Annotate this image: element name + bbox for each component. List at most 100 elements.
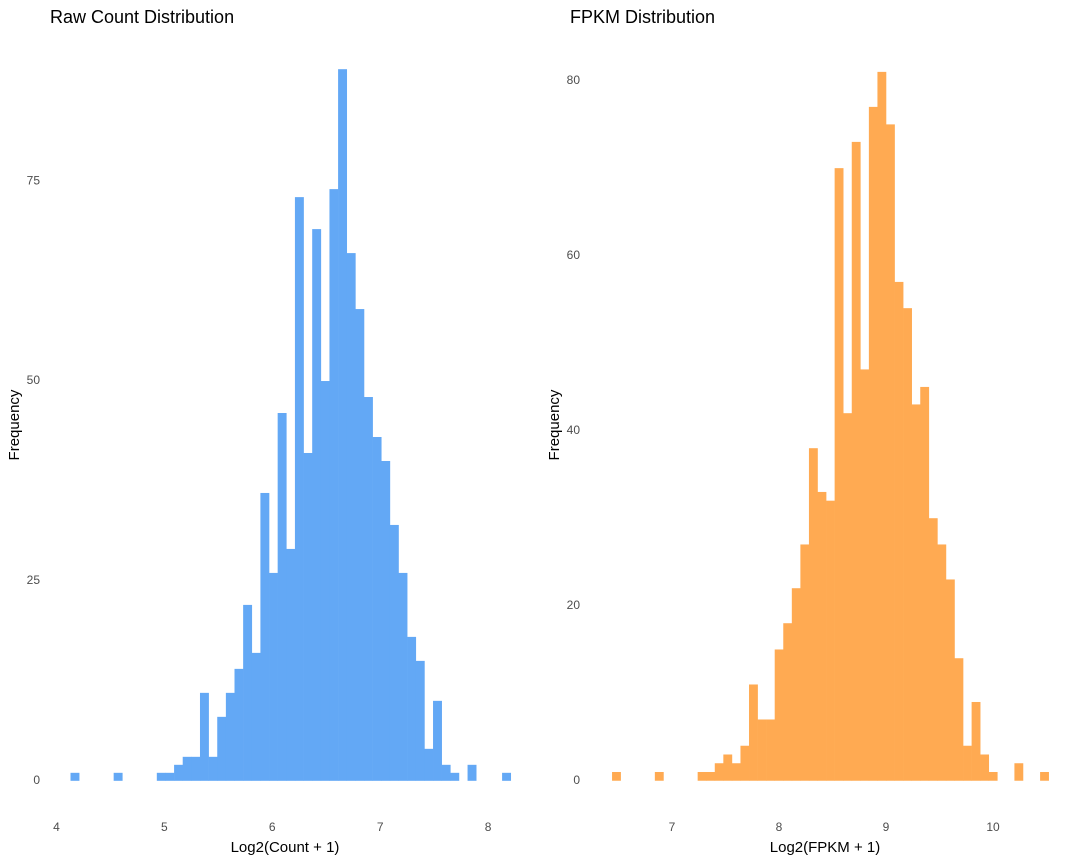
bar: [234, 668, 244, 781]
x-tick-label: 4: [53, 820, 60, 834]
y-axis-label: Frequency: [6, 389, 23, 460]
bar: [714, 763, 724, 781]
bar: [433, 700, 442, 781]
y-tick-label: 25: [27, 573, 41, 587]
bar: [208, 756, 218, 781]
bar: [329, 189, 339, 781]
bar: [1014, 763, 1024, 781]
bar: [502, 772, 512, 781]
bar: [156, 772, 166, 781]
bar: [851, 141, 861, 781]
bar: [320, 381, 330, 781]
bar: [355, 309, 365, 781]
bar: [749, 684, 758, 781]
bar: [467, 764, 477, 781]
bar: [791, 588, 801, 781]
x-tick-label: 8: [776, 820, 783, 834]
x-tick-label: 5: [161, 820, 168, 834]
bar: [697, 771, 707, 781]
bar: [251, 652, 261, 781]
bar: [612, 771, 621, 781]
bar: [826, 500, 835, 781]
bar: [808, 448, 818, 781]
bar: [945, 579, 955, 781]
bar: [381, 460, 391, 781]
bar: [424, 748, 434, 781]
chart-title: FPKM Distribution: [570, 7, 715, 27]
bar: [757, 719, 767, 781]
bar: [303, 452, 313, 781]
bar: [199, 692, 209, 781]
bar: [441, 764, 451, 781]
bar: [1040, 771, 1049, 781]
bar: [277, 413, 287, 781]
bar: [834, 168, 844, 781]
bar: [260, 492, 270, 781]
x-tick-label: 7: [669, 820, 676, 834]
bar: [243, 604, 253, 781]
bar: [113, 772, 123, 781]
bar: [415, 660, 425, 781]
x-tick-label: 8: [485, 820, 492, 834]
bar: [920, 386, 930, 781]
y-tick-label: 75: [27, 173, 41, 187]
bar: [372, 436, 382, 781]
bar: [312, 229, 322, 781]
y-tick-label: 50: [27, 373, 41, 387]
bar: [774, 649, 784, 781]
bar: [389, 524, 399, 781]
bar: [963, 745, 972, 781]
y-axis-label: Frequency: [546, 389, 563, 460]
bar: [346, 253, 356, 781]
x-tick-label: 9: [883, 820, 890, 834]
y-tick-label: 40: [567, 423, 581, 437]
y-tick-label: 20: [567, 598, 581, 612]
bar: [174, 764, 184, 781]
bar: [723, 754, 733, 781]
bar: [911, 404, 921, 781]
bar: [885, 124, 895, 781]
bar: [398, 572, 408, 781]
bar: [225, 692, 235, 781]
bar: [860, 369, 870, 781]
bar: [877, 71, 887, 781]
bar: [937, 544, 947, 781]
bar: [988, 771, 998, 781]
bar: [165, 772, 175, 781]
bar: [800, 544, 810, 781]
x-axis-label: Log2(FPKM + 1): [770, 839, 880, 856]
bar: [363, 397, 373, 781]
bar: [217, 716, 227, 781]
bar: [706, 771, 716, 781]
bar: [868, 106, 878, 781]
bar: [817, 491, 827, 781]
bar: [654, 771, 664, 781]
y-tick-label: 0: [33, 773, 40, 787]
bar: [980, 754, 990, 781]
bar: [407, 636, 417, 781]
bar: [731, 763, 741, 781]
x-tick-label: 6: [269, 820, 276, 834]
bar: [894, 281, 904, 781]
bar: [294, 197, 304, 781]
bar: [928, 518, 938, 781]
bar: [450, 772, 460, 781]
x-axis-label: Log2(Count + 1): [231, 839, 340, 856]
bar: [286, 548, 296, 781]
y-tick-label: 0: [573, 773, 580, 787]
y-tick-label: 60: [567, 248, 581, 262]
x-tick-label: 10: [986, 820, 1000, 834]
bar: [191, 756, 201, 781]
bar: [766, 719, 776, 781]
chart-title: Raw Count Distribution: [50, 7, 234, 27]
bar: [182, 756, 192, 781]
bar: [903, 308, 912, 781]
bar: [971, 701, 981, 781]
x-tick-label: 7: [377, 820, 384, 834]
bar: [70, 772, 80, 781]
bar: [269, 572, 278, 781]
bar: [954, 658, 964, 781]
bar: [338, 69, 348, 781]
bar: [783, 623, 793, 781]
y-tick-label: 80: [567, 73, 581, 87]
